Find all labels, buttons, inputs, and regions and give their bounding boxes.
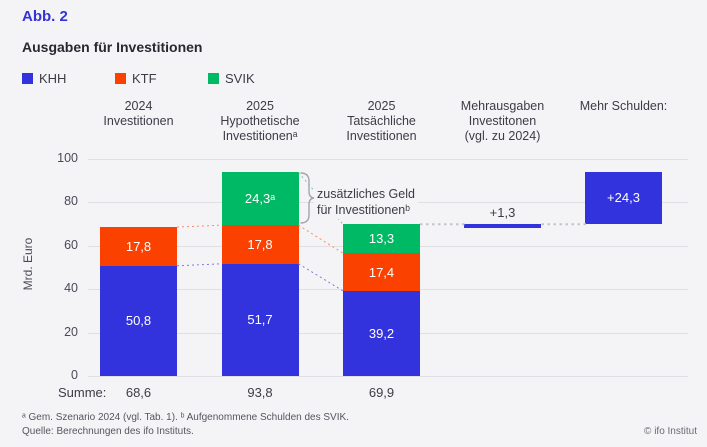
legend-item-ktf: KTF <box>115 71 208 86</box>
column-header-tatsaechlich: 2025 Tatsächliche Investitionen <box>346 99 417 143</box>
floating-bar: +24,3 <box>585 171 662 225</box>
total-hypothetisch: 93,8 <box>247 385 273 400</box>
bar-segment-ktf: 17,8 <box>221 225 299 264</box>
column-header-2024: 2024 Investitionen <box>103 99 174 128</box>
y-tick-0: 0 <box>71 368 78 382</box>
legend-item-khh: KHH <box>22 71 115 86</box>
annotation-zusaetzliches-geld: zusätzliches Geld für Investitionenᵇ <box>314 185 418 219</box>
column-header-mehr-schulden: Mehr Schulden: <box>579 99 668 113</box>
legend-item-svik: SVIK <box>208 71 301 86</box>
brace-bracket <box>300 172 315 224</box>
legend-swatch-icon <box>115 73 126 84</box>
gridline-0 <box>88 376 688 377</box>
gridline-100 <box>88 159 688 160</box>
page-title: Ausgaben für Investitionen <box>22 39 203 55</box>
legend: KHH KTF SVIK <box>22 71 301 86</box>
footnote-superscripts: ᵃ Gem. Szenario 2024 (vgl. Tab. 1). ᵇ Au… <box>22 412 349 423</box>
total-tatsaechlich: 69,9 <box>368 385 395 400</box>
bar-segment-ktf: 17,8 <box>100 227 177 266</box>
column-header-mehrausgaben: Mehrausgaben Investitonen (vgl. zu 2024) <box>460 99 545 143</box>
copyright-note: © ifo Institut <box>644 426 697 437</box>
y-tick-80: 80 <box>64 194 78 209</box>
legend-label: SVIK <box>225 71 255 86</box>
total-2024: 68,6 <box>125 385 152 400</box>
bar-segment-khh: 51,7 <box>221 263 299 376</box>
legend-label: KHH <box>39 71 67 86</box>
bar-segment-khh: 50,8 <box>100 265 177 376</box>
y-tick-20: 20 <box>64 324 78 339</box>
totals-label: Summe: <box>58 385 107 400</box>
bar-segment-svik: 24,3ᵃ <box>221 172 299 226</box>
legend-label: KTF <box>132 71 157 86</box>
bar-segment-ktf: 17,4 <box>343 253 420 291</box>
footnote-source: Quelle: Berechnungen des ifo Instituts. <box>22 426 194 437</box>
totals-row: Summe: 68,6 93,8 69,9 <box>0 385 707 401</box>
y-axis-label: Mrd. Euro <box>21 237 35 291</box>
legend-swatch-icon <box>208 73 219 84</box>
figure-number: Abb. 2 <box>22 8 68 25</box>
floating-bar-label: +1,3 <box>489 205 516 221</box>
bar-segment-khh: 39,2 <box>343 290 420 376</box>
y-tick-60: 60 <box>64 237 78 252</box>
y-tick-100: 100 <box>57 151 78 165</box>
bar-segment-svik: 13,3 <box>343 224 420 254</box>
legend-swatch-icon <box>22 73 33 84</box>
y-tick-40: 40 <box>64 281 78 296</box>
floating-bar <box>464 224 541 229</box>
column-header-hypothetisch: 2025 Hypothetische Investitionenᵃ <box>220 99 300 143</box>
